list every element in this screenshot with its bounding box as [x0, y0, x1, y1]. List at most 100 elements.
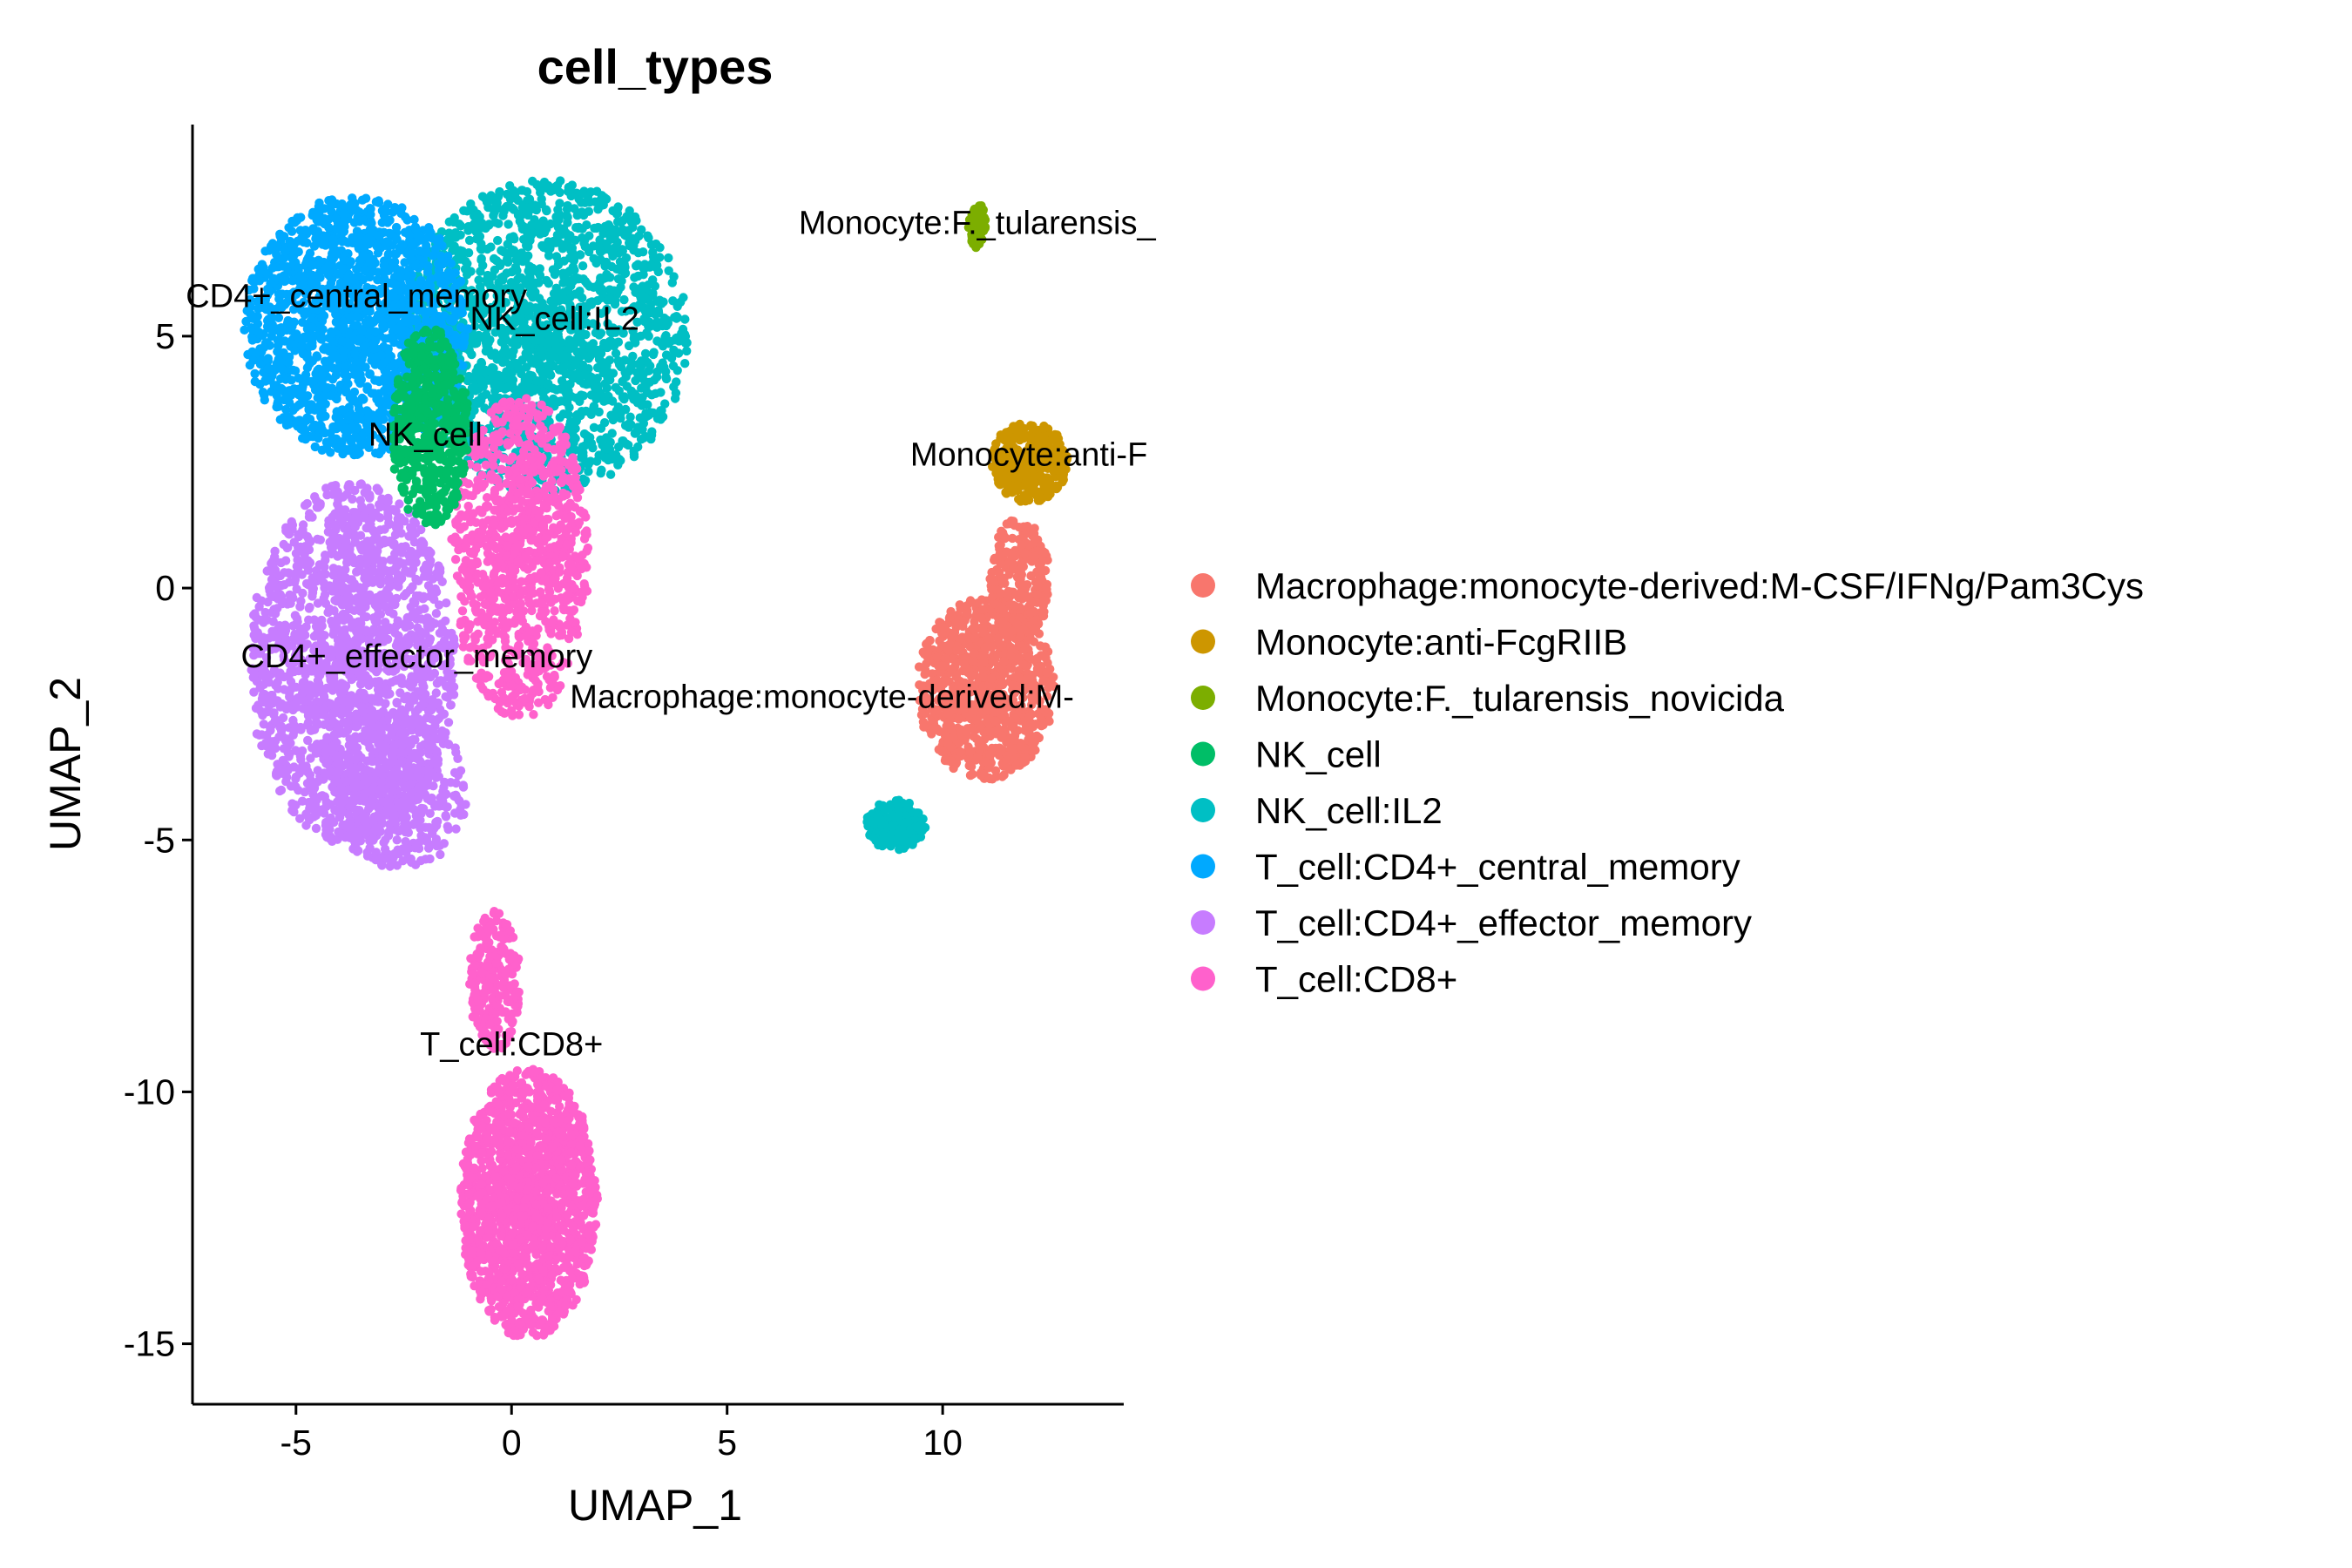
data-point	[491, 256, 502, 266]
data-point	[308, 341, 317, 351]
data-point	[296, 596, 306, 606]
data-point	[601, 433, 612, 443]
data-point	[613, 442, 624, 452]
data-point	[360, 265, 370, 275]
data-point	[616, 409, 625, 418]
data-point	[422, 260, 432, 271]
data-point	[470, 211, 479, 221]
data-point	[436, 676, 446, 686]
data-point	[366, 218, 375, 227]
data-point	[321, 551, 330, 560]
data-point	[318, 240, 328, 249]
data-point	[287, 253, 297, 263]
data-point	[333, 443, 343, 453]
data-point	[289, 807, 299, 817]
data-point	[254, 602, 264, 612]
data-point	[562, 211, 571, 220]
data-point	[327, 195, 337, 205]
data-point	[279, 348, 288, 358]
data-point	[443, 718, 454, 727]
data-point	[565, 344, 575, 354]
data-point	[489, 363, 498, 374]
data-point	[346, 257, 355, 267]
data-point	[379, 408, 389, 417]
data-point	[629, 452, 639, 462]
data-point	[653, 308, 664, 318]
data-point	[524, 194, 535, 204]
data-point	[622, 382, 632, 391]
data-point	[525, 203, 535, 213]
data-point	[577, 233, 587, 243]
data-point	[595, 244, 605, 253]
data-point	[294, 786, 303, 795]
data-point	[341, 445, 352, 455]
chart-title: cell_types	[537, 39, 774, 94]
data-point	[295, 399, 305, 409]
data-point	[404, 531, 414, 541]
data-point	[276, 232, 286, 242]
data-point	[586, 438, 597, 449]
data-point	[565, 416, 576, 427]
data-point	[349, 218, 360, 227]
data-point	[558, 354, 567, 364]
data-point	[374, 677, 384, 686]
data-point	[639, 270, 648, 280]
data-point	[625, 412, 635, 422]
data-point	[355, 378, 365, 389]
data-point	[362, 406, 372, 416]
data-point	[637, 225, 646, 234]
data-point	[317, 445, 327, 455]
data-point	[633, 260, 643, 269]
data-point	[528, 228, 537, 238]
data-point	[532, 376, 542, 386]
data-point	[611, 348, 621, 358]
data-point	[460, 333, 470, 342]
data-point	[316, 335, 326, 344]
data-point	[528, 282, 538, 292]
data-point	[648, 252, 659, 261]
data-point	[339, 216, 349, 226]
data-point	[504, 220, 513, 229]
data-point	[260, 389, 269, 400]
data-point	[306, 690, 315, 700]
data-point	[585, 197, 595, 207]
data-point	[597, 308, 606, 318]
data-point	[646, 308, 656, 318]
data-point	[403, 568, 414, 578]
data-point	[449, 682, 459, 692]
data-point	[670, 394, 680, 403]
data-point	[564, 267, 575, 276]
data-point	[544, 379, 553, 389]
data-point	[487, 394, 497, 403]
data-point	[652, 296, 662, 307]
data-point	[314, 201, 324, 212]
data-point	[633, 422, 643, 432]
data-point	[511, 255, 521, 265]
data-point	[376, 561, 386, 571]
data-point	[424, 232, 435, 241]
data-point	[304, 604, 314, 613]
data-point	[624, 341, 634, 351]
data-point	[284, 386, 294, 395]
data-point	[640, 317, 650, 327]
data-point	[652, 372, 662, 382]
data-point	[392, 593, 402, 604]
data-point	[558, 240, 568, 250]
data-point	[346, 436, 356, 447]
data-point	[664, 253, 673, 263]
data-point	[592, 345, 603, 355]
data-point	[680, 314, 690, 324]
data-point	[255, 359, 266, 369]
data-point	[595, 235, 605, 245]
data-point	[483, 338, 493, 348]
data-point	[240, 325, 249, 335]
data-point	[308, 334, 317, 343]
data-point	[298, 588, 308, 598]
data-point	[352, 449, 362, 459]
data-point	[461, 256, 470, 267]
data-point	[639, 247, 648, 257]
data-point	[551, 339, 561, 348]
data-point	[682, 346, 692, 356]
data-point	[442, 598, 451, 608]
